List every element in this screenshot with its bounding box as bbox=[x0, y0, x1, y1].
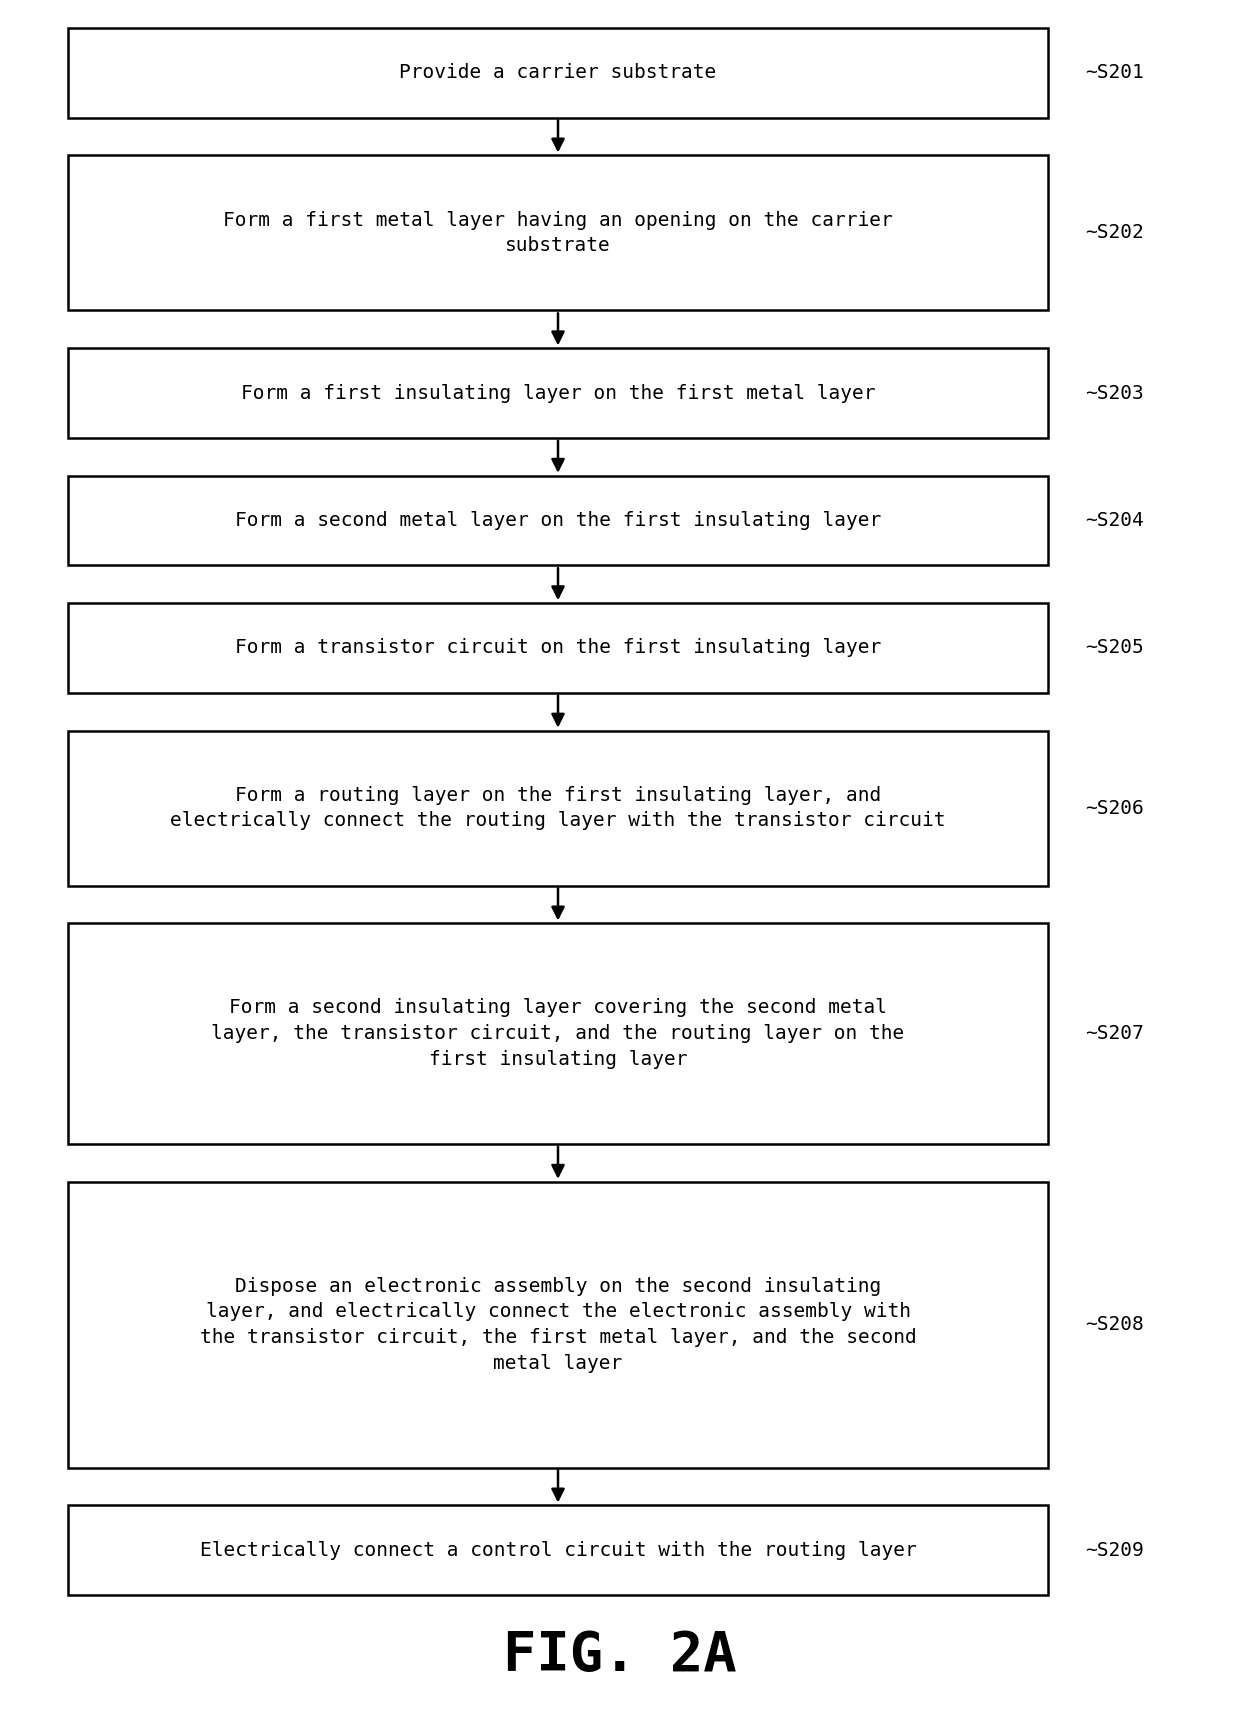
Text: Form a transistor circuit on the first insulating layer: Form a transistor circuit on the first i… bbox=[234, 638, 882, 658]
Text: Form a routing layer on the first insulating layer, and
electrically connect the: Form a routing layer on the first insula… bbox=[170, 786, 946, 831]
Text: ~S203: ~S203 bbox=[1085, 383, 1143, 403]
Text: ~S209: ~S209 bbox=[1085, 1541, 1143, 1560]
Bar bbox=[68, 349, 1048, 437]
Bar bbox=[68, 475, 1048, 566]
Text: Form a first metal layer having an opening on the carrier
substrate: Form a first metal layer having an openi… bbox=[223, 210, 893, 255]
Bar bbox=[68, 1506, 1048, 1594]
Text: ~S206: ~S206 bbox=[1085, 798, 1143, 817]
Text: Electrically connect a control circuit with the routing layer: Electrically connect a control circuit w… bbox=[200, 1541, 916, 1560]
Text: FIG. 2A: FIG. 2A bbox=[503, 1629, 737, 1681]
Text: ~S207: ~S207 bbox=[1085, 1024, 1143, 1043]
Text: Dispose an electronic assembly on the second insulating
layer, and electrically : Dispose an electronic assembly on the se… bbox=[200, 1277, 916, 1372]
Text: ~S204: ~S204 bbox=[1085, 512, 1143, 529]
Bar bbox=[68, 923, 1048, 1143]
Bar bbox=[68, 730, 1048, 885]
Text: ~S205: ~S205 bbox=[1085, 638, 1143, 658]
Text: ~S201: ~S201 bbox=[1085, 62, 1143, 82]
Text: Form a second metal layer on the first insulating layer: Form a second metal layer on the first i… bbox=[234, 512, 882, 529]
Bar bbox=[68, 604, 1048, 692]
Bar bbox=[68, 156, 1048, 311]
Text: ~S208: ~S208 bbox=[1085, 1315, 1143, 1334]
Text: Provide a carrier substrate: Provide a carrier substrate bbox=[399, 62, 717, 82]
Bar bbox=[68, 1182, 1048, 1468]
Text: ~S202: ~S202 bbox=[1085, 224, 1143, 243]
Bar bbox=[68, 28, 1048, 118]
Text: Form a second insulating layer covering the second metal
layer, the transistor c: Form a second insulating layer covering … bbox=[211, 998, 905, 1069]
Text: Form a first insulating layer on the first metal layer: Form a first insulating layer on the fir… bbox=[241, 383, 875, 403]
